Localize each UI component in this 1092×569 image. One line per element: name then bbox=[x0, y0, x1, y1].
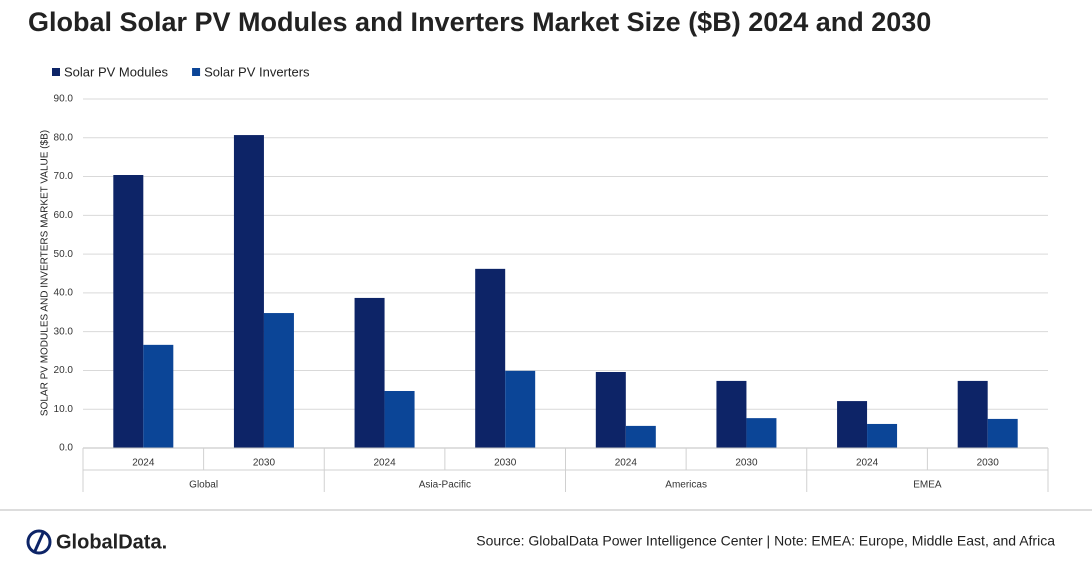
logo: GlobalData. bbox=[56, 531, 167, 553]
y-tick-label: 70.0 bbox=[54, 171, 74, 182]
bar bbox=[867, 423, 898, 448]
x-tick-label: 2024 bbox=[132, 458, 155, 469]
bar bbox=[716, 380, 747, 448]
y-tick-label: 40.0 bbox=[54, 288, 74, 299]
bar bbox=[957, 380, 988, 448]
y-tick-label: 80.0 bbox=[54, 132, 74, 143]
bar bbox=[987, 418, 1018, 448]
bar bbox=[354, 297, 385, 448]
legend-swatch bbox=[52, 68, 60, 76]
bar bbox=[475, 268, 506, 448]
bar bbox=[143, 344, 174, 448]
x-tick-label: 2030 bbox=[735, 458, 758, 469]
group-label: Americas bbox=[665, 480, 707, 491]
bar bbox=[595, 371, 626, 448]
x-tick-label: 2030 bbox=[977, 458, 1000, 469]
chart-title: Global Solar PV Modules and Inverters Ma… bbox=[28, 7, 931, 37]
y-tick-label: 10.0 bbox=[54, 404, 74, 415]
bar bbox=[505, 370, 536, 448]
bar bbox=[625, 425, 656, 448]
group-label: Asia-Pacific bbox=[419, 480, 471, 491]
bar bbox=[113, 175, 144, 448]
legend-swatch bbox=[192, 68, 201, 76]
x-tick-label: 2024 bbox=[615, 458, 638, 469]
legend-label: Solar PV Inverters bbox=[204, 64, 310, 79]
x-tick-label: 2030 bbox=[253, 458, 276, 469]
bar bbox=[384, 390, 415, 448]
y-tick-label: 90.0 bbox=[54, 94, 74, 105]
source-note: Source: GlobalData Power Intelligence Ce… bbox=[476, 533, 1055, 549]
group-label: Global bbox=[189, 480, 218, 491]
y-tick-label: 0.0 bbox=[59, 443, 73, 454]
x-tick-label: 2030 bbox=[494, 458, 517, 469]
y-tick-label: 60.0 bbox=[54, 210, 74, 221]
bar bbox=[263, 313, 294, 448]
logo-icon bbox=[26, 529, 52, 555]
group-label: EMEA bbox=[913, 480, 942, 491]
x-tick-label: 2024 bbox=[373, 458, 396, 469]
bar bbox=[746, 418, 777, 448]
y-tick-label: 20.0 bbox=[54, 365, 74, 376]
legend-label: Solar PV Modules bbox=[64, 64, 169, 79]
y-axis-label: SOLAR PV MODULES AND INVERTERS MARKET VA… bbox=[40, 130, 51, 416]
y-tick-label: 50.0 bbox=[54, 249, 74, 260]
x-tick-label: 2024 bbox=[856, 458, 879, 469]
y-tick-label: 30.0 bbox=[54, 326, 74, 337]
bar bbox=[233, 135, 264, 448]
bar bbox=[837, 401, 868, 448]
